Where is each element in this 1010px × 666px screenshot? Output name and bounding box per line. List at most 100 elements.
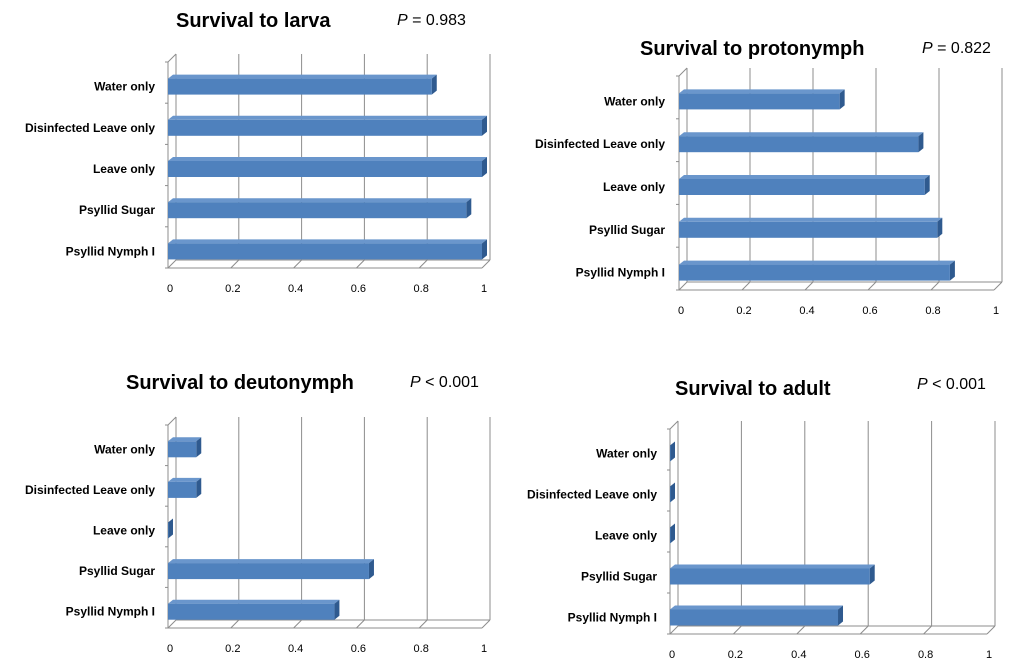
chart-title: Survival to larva (176, 10, 331, 32)
bar-side (196, 437, 202, 458)
x-tick-label: 0.6 (855, 649, 870, 661)
bar-top (168, 115, 487, 120)
bar-top (168, 157, 487, 161)
bar (679, 136, 919, 153)
bar (168, 243, 482, 260)
category-label: Disinfected Leave only (25, 121, 155, 135)
bar (670, 609, 839, 626)
p-label: P (922, 40, 933, 57)
floor-tick (230, 619, 240, 629)
bar-top (679, 132, 924, 137)
x-tick-label: 1 (993, 305, 999, 317)
category-label: Psyllid Nymph I (568, 611, 657, 625)
x-tick-label: 0.8 (414, 283, 429, 295)
bar (679, 179, 925, 195)
category-label: Psyllid Sugar (581, 570, 657, 584)
bar-side (431, 74, 437, 95)
floor-tick (356, 619, 365, 629)
bar (679, 264, 950, 281)
bar-side (168, 518, 173, 539)
x-tick-label: 1 (481, 643, 487, 655)
chart-title: Survival to adult (675, 378, 831, 400)
x-tick-label: 0.8 (414, 643, 429, 655)
floor-tick (867, 281, 877, 291)
bar-top (168, 559, 374, 564)
bar-top (679, 217, 943, 222)
floor-tick (986, 625, 996, 635)
x-tick-label: 0 (678, 305, 684, 317)
floor-tick (418, 619, 428, 629)
bar (670, 527, 671, 544)
floor-tick (678, 281, 688, 291)
bar-side (670, 441, 675, 462)
bar-side (196, 477, 202, 498)
x-tick-label: 0.4 (288, 283, 303, 295)
bar (670, 445, 671, 462)
category-label: Disinfected Leave only (527, 488, 657, 502)
category-label: Leave only (93, 162, 155, 176)
bar (670, 486, 671, 503)
bar (670, 568, 870, 585)
x-tick-label: 0.6 (351, 643, 366, 655)
x-tick-label: 0.2 (736, 305, 751, 317)
p-value-text: < 0.001 (425, 374, 479, 391)
bar-side (949, 260, 955, 281)
bar-top (168, 198, 472, 203)
x-tick-label: 0 (167, 643, 173, 655)
floor-tick (733, 625, 742, 635)
floor-tick (741, 281, 751, 291)
x-tick-label: 0.6 (862, 305, 877, 317)
x-tick-label: 0.2 (225, 643, 240, 655)
category-label: Water only (604, 94, 665, 108)
bar (168, 161, 482, 177)
floor-tick (293, 619, 302, 629)
floor-tick (796, 625, 806, 635)
category-label: Leave only (93, 524, 155, 538)
p-value: P < 0.001 (917, 376, 986, 394)
bar-side (482, 115, 487, 136)
bar-top (679, 175, 930, 179)
x-tick-label: 0.2 (225, 283, 240, 295)
floor-tick (859, 625, 869, 635)
category-label: Disinfected Leave only (535, 137, 665, 151)
x-tick-label: 1 (986, 649, 992, 661)
bar-top (670, 564, 875, 569)
x-tick-label: 0 (669, 649, 675, 661)
x-tick-label: 0.4 (799, 305, 814, 317)
category-label: Psyllid Sugar (79, 564, 155, 578)
x-tick-label: 0.8 (925, 305, 940, 317)
floor-tick (804, 281, 814, 291)
bar-side (924, 175, 930, 195)
bar-side (482, 239, 487, 260)
category-label: Leave only (595, 529, 657, 543)
bar-top (679, 89, 845, 94)
p-value-text: = 0.822 (937, 40, 991, 57)
bar-top (168, 437, 202, 442)
x-tick-label: 0.8 (918, 649, 933, 661)
axis-corner (167, 53, 177, 63)
bar-top (168, 599, 340, 604)
category-label: Psyllid Nymph I (66, 605, 155, 619)
p-value-text: = 0.983 (412, 12, 466, 29)
floor-tick (669, 625, 679, 635)
floor-tick (293, 259, 302, 269)
floor-tick (356, 259, 365, 269)
bar (168, 563, 369, 580)
bar-side (937, 217, 943, 238)
p-label: P (397, 12, 408, 29)
p-label: P (917, 376, 928, 393)
bar-side (839, 89, 845, 110)
category-label: Water only (94, 80, 155, 94)
floor-tick (167, 259, 177, 269)
floor-tick (930, 281, 940, 291)
x-tick-label: 0.4 (288, 643, 303, 655)
p-value: P = 0.983 (397, 12, 466, 30)
bar-top (168, 477, 202, 482)
p-value: P = 0.822 (922, 40, 991, 58)
bar (168, 481, 197, 498)
x-tick-label: 0.6 (351, 283, 366, 295)
p-value: P < 0.001 (410, 374, 479, 392)
chart-title: Survival to protonymph (640, 38, 865, 60)
